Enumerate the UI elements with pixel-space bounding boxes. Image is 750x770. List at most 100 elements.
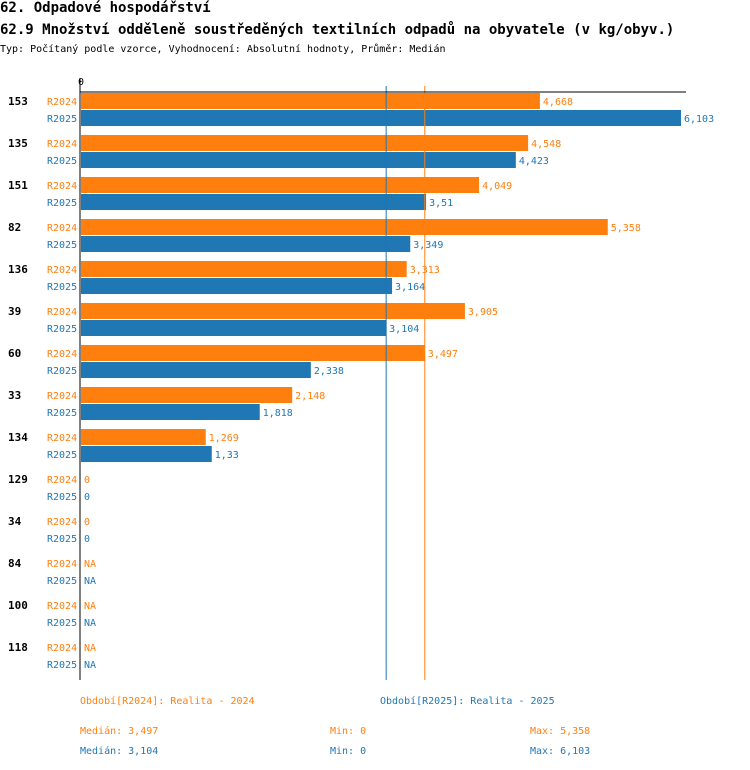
data-label: 1,33: [215, 450, 239, 461]
data-label: NA: [84, 576, 96, 587]
series-label-r2024: R2024: [47, 223, 77, 234]
data-label: 0: [84, 517, 90, 528]
bar-r2025: [81, 278, 393, 294]
min-r2024: Min: 0: [330, 726, 367, 737]
data-label: 1,269: [209, 433, 239, 444]
legend-r2025: Období[R2025]: Realita - 2025: [380, 696, 555, 707]
category-label: 100: [8, 599, 28, 612]
series-label-r2025: R2025: [47, 156, 77, 167]
data-label: NA: [84, 618, 96, 629]
category-label: 136: [8, 263, 28, 276]
category-label: 134: [8, 431, 28, 444]
series-label-r2024: R2024: [47, 181, 77, 192]
data-label: 3,164: [395, 282, 425, 293]
axis-zero-label: 0: [78, 77, 84, 88]
series-label-r2025: R2025: [47, 324, 77, 335]
series-label-r2025: R2025: [47, 660, 77, 671]
category-label: 84: [8, 557, 22, 570]
max-r2025: Max: 6,103: [530, 746, 591, 757]
series-label-r2025: R2025: [47, 618, 77, 629]
series-label-r2024: R2024: [47, 601, 77, 612]
max-r2024: Max: 5,358: [530, 726, 591, 737]
series-label-r2025: R2025: [47, 492, 77, 503]
data-label: 3,349: [413, 240, 443, 251]
series-label-r2024: R2024: [47, 517, 77, 528]
data-label: 0: [84, 492, 90, 503]
data-label: 3,104: [389, 324, 419, 335]
category-label: 135: [8, 137, 28, 150]
data-label: 4,548: [531, 139, 561, 150]
bar-r2024: [81, 345, 425, 361]
category-label: 39: [8, 305, 21, 318]
series-label-r2025: R2025: [47, 198, 77, 209]
category-label: 153: [8, 95, 28, 108]
bar-r2024: [81, 177, 480, 193]
data-label: NA: [84, 660, 96, 671]
series-label-r2025: R2025: [47, 282, 77, 293]
data-label: 0: [84, 475, 90, 486]
series-label-r2024: R2024: [47, 643, 77, 654]
bar-r2025: [81, 236, 411, 252]
series-label-r2024: R2024: [47, 559, 77, 570]
category-label: 34: [8, 515, 22, 528]
bar-r2024: [81, 135, 529, 151]
bar-r2025: [81, 404, 260, 420]
series-label-r2024: R2024: [47, 97, 77, 108]
data-label: 4,423: [519, 156, 549, 167]
series-label-r2025: R2025: [47, 534, 77, 545]
series-label-r2024: R2024: [47, 307, 77, 318]
data-label: 0: [84, 534, 90, 545]
series-label-r2024: R2024: [47, 433, 77, 444]
bar-r2025: [81, 320, 387, 336]
data-label: 1,818: [263, 408, 293, 419]
data-label: 3,905: [468, 307, 498, 318]
series-label-r2025: R2025: [47, 366, 77, 377]
series-label-r2025: R2025: [47, 576, 77, 587]
bar-r2024: [81, 261, 407, 277]
series-label-r2025: R2025: [47, 240, 77, 251]
chart-title: 62.9 Množství odděleně soustředěných tex…: [0, 22, 675, 38]
data-label: 3,497: [428, 349, 458, 360]
series-label-r2024: R2024: [47, 391, 77, 402]
category-label: 129: [8, 473, 28, 486]
data-label: NA: [84, 643, 96, 654]
series-label-r2025: R2025: [47, 450, 77, 461]
data-label: 3,51: [429, 198, 453, 209]
data-label: 6,103: [684, 114, 714, 125]
legend-r2024: Období[R2024]: Realita - 2024: [80, 696, 255, 707]
series-label-r2024: R2024: [47, 265, 77, 276]
bar-r2024: [81, 93, 540, 109]
median-r2024: Medián: 3,497: [80, 726, 159, 737]
data-label: 5,358: [611, 223, 641, 234]
series-label-r2025: R2025: [47, 408, 77, 419]
data-label: 2,338: [314, 366, 344, 377]
bar-r2025: [81, 152, 516, 168]
bar-r2025: [81, 194, 427, 210]
bar-r2024: [81, 387, 293, 403]
category-label: 82: [8, 221, 21, 234]
bar-chart: 0 153 R2024 4,668 R2025 6,103 135 R2024 4,548 R20…: [8, 77, 714, 680]
bar-r2024: [81, 429, 206, 445]
category-label: 118: [8, 641, 28, 654]
data-label: 2,148: [295, 391, 325, 402]
series-label-r2024: R2024: [47, 475, 77, 486]
bar-r2025: [81, 110, 681, 126]
data-label: 4,049: [482, 181, 512, 192]
page-title: 62. Odpadové hospodářství: [0, 0, 211, 16]
series-label-r2025: R2025: [47, 114, 77, 125]
median-r2025: Medián: 3,104: [80, 746, 159, 757]
bar-r2025: [81, 362, 311, 378]
chart-meta: Typ: Počítaný podle vzorce, Vyhodnocení:…: [0, 44, 446, 55]
bar-r2024: [81, 303, 465, 319]
data-label: NA: [84, 559, 96, 570]
series-label-r2024: R2024: [47, 349, 77, 360]
category-label: 60: [8, 347, 21, 360]
min-r2025: Min: 0: [330, 746, 367, 757]
data-label: 4,668: [543, 97, 573, 108]
bar-r2024: [81, 219, 608, 235]
category-label: 33: [8, 389, 21, 402]
series-label-r2024: R2024: [47, 139, 77, 150]
bar-r2025: [81, 446, 212, 462]
data-label: NA: [84, 601, 96, 612]
category-label: 151: [8, 179, 28, 192]
